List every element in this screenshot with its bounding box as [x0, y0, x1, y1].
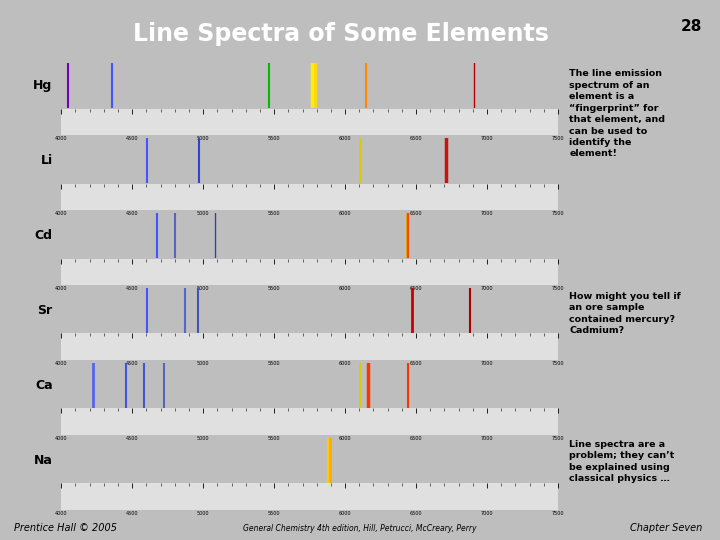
- Text: Hg: Hg: [33, 79, 53, 92]
- Text: The line emission
spectrum of an
element is a
“fingerprint” for
that element, an: The line emission spectrum of an element…: [570, 69, 665, 158]
- Text: General Chemistry 4th edition, Hill, Petrucci, McCreary, Perry: General Chemistry 4th edition, Hill, Pet…: [243, 524, 477, 532]
- Text: 28: 28: [680, 19, 702, 34]
- Text: How might you tell if
an ore sample
contained mercury?
Cadmium?: How might you tell if an ore sample cont…: [570, 292, 681, 335]
- Text: Chapter Seven: Chapter Seven: [630, 523, 702, 533]
- Text: Line Spectra of Some Elements: Line Spectra of Some Elements: [133, 22, 549, 46]
- Text: Prentice Hall © 2005: Prentice Hall © 2005: [14, 523, 117, 533]
- Text: Line spectra are a
problem; they can’t
be explained using
classical physics …: Line spectra are a problem; they can’t b…: [570, 440, 675, 483]
- Text: Li: Li: [40, 154, 53, 167]
- Text: Cd: Cd: [35, 229, 53, 242]
- Text: Ca: Ca: [35, 379, 53, 392]
- Text: Na: Na: [34, 454, 53, 467]
- Text: Sr: Sr: [37, 304, 53, 317]
